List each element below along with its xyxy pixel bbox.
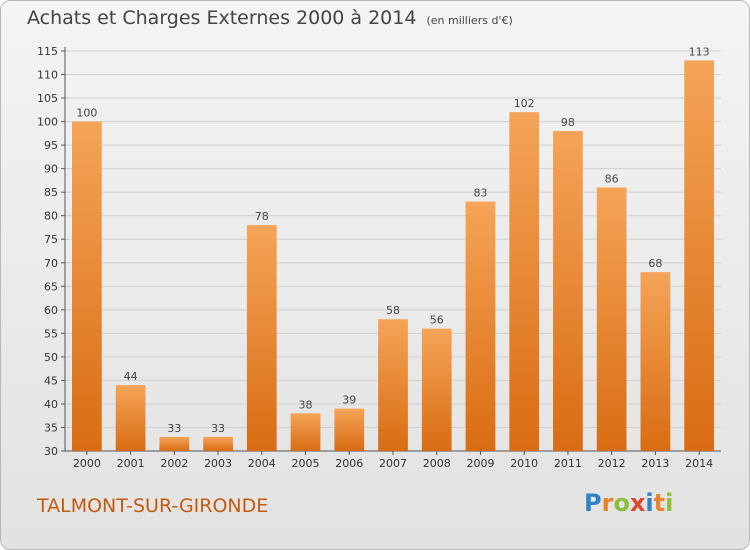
y-tick-label: 35 [44,421,58,434]
data-label: 83 [473,187,487,200]
x-tick-label: 2013 [641,457,669,470]
y-tick-label: 50 [44,351,58,364]
x-tick-label: 2012 [598,457,626,470]
bars [71,60,715,452]
bar-2012 [596,187,627,451]
bar-2001 [115,385,146,451]
x-tick-label: 2009 [466,457,494,470]
y-tick-label: 100 [37,116,58,129]
data-label: 38 [299,398,313,411]
y-tick-label: 80 [44,210,58,223]
bar-2007 [378,319,408,451]
x-tick-label: 2004 [248,457,276,470]
y-tick-label: 40 [44,398,58,411]
chart-title-line: Achats et Charges Externes 2000 à 2014 (e… [27,7,513,29]
data-label: 33 [211,422,225,435]
y-tick-label: 115 [37,45,58,58]
bar-2011 [553,131,583,451]
x-tick-label: 2014 [685,457,713,470]
labels: 30 35 40 45 50 55 60 65 70 75 80 85 90 95 100 105 110 115… [37,45,713,470]
y-tick-label: 90 [44,163,58,176]
y-tick-label: 75 [44,233,58,246]
data-label: 102 [514,97,535,110]
y-tick-label: 60 [44,304,58,317]
y-tick-label: 95 [44,139,58,152]
x-tick-label: 2011 [554,457,582,470]
x-tick-label: 2010 [510,457,538,470]
data-label: 68 [648,257,662,270]
x-tick-label: 2001 [117,457,145,470]
bar-2002 [159,436,190,451]
logo-letter: P [584,489,602,517]
data-label: 86 [605,172,619,185]
bar-2003 [203,436,233,451]
bar-2005 [290,413,321,451]
bar-2008 [421,328,452,451]
y-tick-label: 105 [37,92,58,105]
logo-letter: i [645,489,654,517]
bar-2010 [509,112,540,452]
y-tick-label: 65 [44,280,58,293]
bar-chart: 30 35 40 45 50 55 60 65 70 75 80 85 90 95 100 105 110 115… [37,45,721,470]
x-tick-label: 2008 [423,457,451,470]
logo-letter: o [613,489,630,517]
logo-letter: x [629,489,646,517]
bar-2006 [334,408,365,451]
y-tick-label: 85 [44,186,58,199]
bar-2009 [465,201,496,451]
y-tick-label: 30 [44,445,58,458]
y-tick-label: 55 [44,327,58,340]
y-tick-label: 70 [44,257,58,270]
x-tick-label: 2006 [335,457,363,470]
bar-2013 [640,272,671,451]
logo-letter: t [653,489,666,517]
data-label: 44 [124,370,138,383]
data-label: 39 [342,394,356,407]
data-label: 100 [76,107,97,120]
bar-2014 [684,60,715,451]
bar-2004 [246,225,277,451]
data-label: 113 [689,45,710,58]
data-label: 78 [255,210,269,223]
x-tick-label: 2005 [292,457,320,470]
x-tick-label: 2003 [204,457,232,470]
chart-title: Achats et Charges Externes 2000 à 2014 [27,7,417,29]
data-label: 33 [167,422,181,435]
x-tick-label: 2007 [379,457,407,470]
data-label: 56 [430,314,444,327]
bar-2000 [71,121,102,452]
data-label: 58 [386,304,400,317]
x-tick-label: 2000 [73,457,101,470]
chart-subtitle: (en milliers d'€) [426,14,513,27]
place-name: TALMONT-SUR-GIRONDE [37,495,269,517]
data-label: 98 [561,116,575,129]
y-tick-label: 45 [44,374,58,387]
y-tick-label: 110 [37,69,58,82]
x-tick-label: 2002 [160,457,188,470]
logo-letter: i [665,489,674,517]
logo-letter: r [601,489,614,517]
proxiti-logo: Proxiti [584,489,673,517]
